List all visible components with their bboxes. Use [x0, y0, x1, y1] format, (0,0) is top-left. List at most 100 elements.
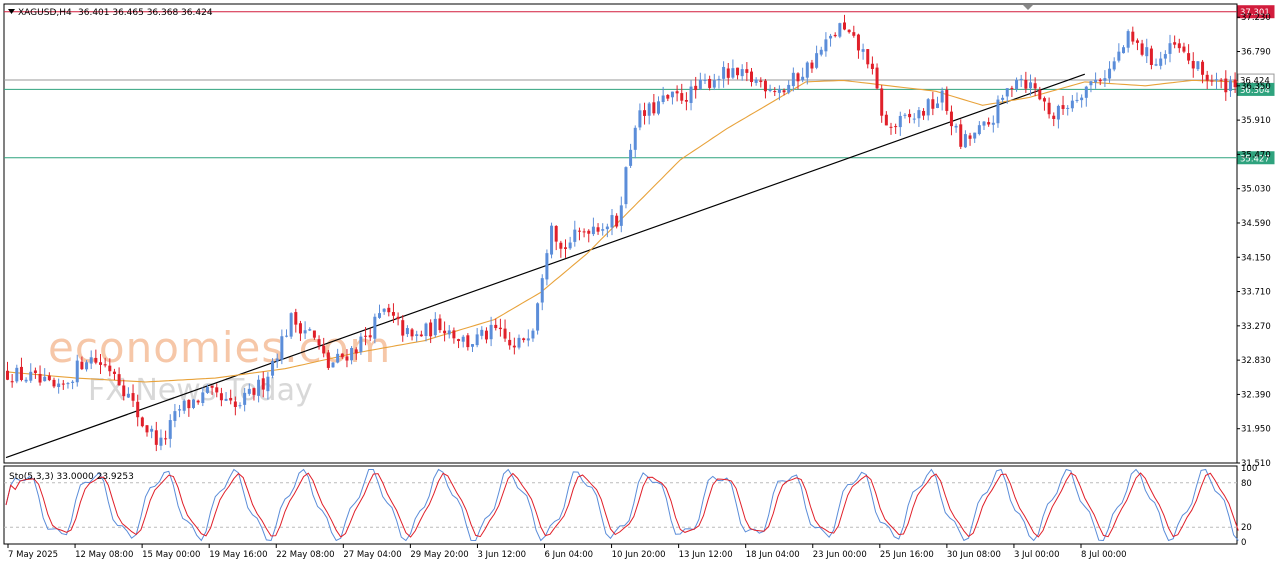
candle-body — [643, 110, 647, 116]
candle-body — [280, 336, 284, 360]
x-tick-label: 23 Jun 00:00 — [813, 550, 867, 560]
candle-body — [19, 366, 23, 380]
candle-body — [457, 339, 461, 342]
candle-body — [224, 398, 228, 401]
candle-body — [1056, 105, 1060, 120]
candle-body — [108, 365, 112, 372]
time-axis: 7 May 2025 12 May 08:00 15 May 00:00 19 May… — [7, 544, 1127, 560]
candle-body — [66, 383, 70, 385]
candle-body — [466, 335, 470, 348]
candle-body — [6, 370, 9, 380]
candle-body — [405, 328, 409, 335]
candle-body — [85, 362, 89, 370]
candle-body — [61, 383, 65, 385]
candle-body — [182, 400, 186, 411]
candle-body — [484, 330, 488, 340]
main-price-chart: economies.com FX News Today XAGUSD,H4 36… — [3, 3, 1242, 464]
candle-body — [866, 49, 870, 65]
horizontal-levels — [4, 11, 1237, 159]
candle-body — [210, 385, 214, 388]
x-tick-label: 15 May 00:00 — [142, 550, 200, 560]
level-label-2: 36.304 — [1240, 86, 1270, 96]
candle-body — [1233, 79, 1237, 88]
candle-body — [587, 230, 591, 234]
candle-body — [266, 376, 270, 392]
candle-body — [856, 34, 860, 51]
candle-body — [763, 80, 767, 92]
candle-body — [498, 327, 502, 330]
level-tag-3 — [1237, 151, 1275, 165]
candle-body — [350, 348, 354, 361]
candle-body — [136, 401, 140, 418]
candle-body — [247, 388, 251, 394]
x-tick-label: 29 May 20:00 — [410, 550, 468, 560]
candle-body — [982, 121, 986, 126]
candle-body — [354, 349, 358, 354]
candle-body — [1112, 61, 1116, 70]
candle-body — [1024, 79, 1028, 89]
y-tick-label: 34.150 — [1241, 253, 1271, 263]
candle-body — [261, 378, 265, 390]
candle-body — [591, 226, 595, 235]
candle-body — [308, 329, 312, 331]
candle-body — [201, 392, 205, 403]
candle-body — [1201, 61, 1205, 75]
x-tick-label: 3 Jul 00:00 — [1014, 550, 1060, 560]
x-tick-label: 12 May 08:00 — [75, 550, 133, 560]
candle-body — [1033, 83, 1037, 89]
x-tick-label: 10 Jun 20:00 — [612, 550, 666, 560]
candle-body — [805, 62, 809, 78]
candle-body — [1010, 87, 1014, 89]
stochastic-panel: Sto(5,3,3) 33.0000 23.9253 100 80 20 0 — [3, 464, 1257, 548]
candle-body — [768, 89, 772, 92]
candle-body — [819, 49, 823, 55]
candle-body — [196, 400, 200, 403]
level-label-0: 37.301 — [1240, 8, 1270, 18]
candle-body — [303, 330, 307, 334]
candle-body — [345, 356, 349, 361]
candle-body — [657, 101, 660, 114]
candle-body — [963, 134, 967, 148]
x-tick-label: 30 Jun 08:00 — [947, 550, 1001, 560]
candle-body — [1149, 48, 1153, 65]
level-tag-2 — [1237, 82, 1275, 96]
candle-body — [187, 399, 191, 409]
candle-body — [52, 379, 56, 387]
candle-body — [624, 167, 628, 205]
candle-body — [605, 226, 609, 230]
stoch-lines — [4, 468, 1239, 542]
candle-body — [922, 110, 926, 116]
candle-body — [936, 103, 939, 109]
candle-body — [540, 278, 544, 303]
candle-body — [1159, 58, 1163, 66]
level-label-1: 36.424 — [1240, 77, 1270, 87]
candle-body — [545, 253, 549, 280]
candle-body — [494, 324, 498, 329]
candle-body — [1191, 60, 1195, 69]
candle-body — [168, 420, 172, 439]
candle-body — [391, 312, 395, 316]
candle-body — [103, 364, 107, 366]
candle-body — [131, 393, 135, 401]
candle-body — [1173, 42, 1177, 45]
stoch-tick-label: 80 — [1241, 479, 1252, 489]
candle-body — [754, 79, 758, 83]
candle-body — [1140, 43, 1144, 55]
candle-body — [815, 53, 819, 68]
candle-body — [666, 94, 670, 99]
candle-body — [331, 362, 335, 368]
shift-marker-icon[interactable] — [1023, 5, 1033, 10]
level-label-3: 35.427 — [1240, 154, 1270, 164]
candle-body — [29, 371, 33, 381]
y-tick-label: 35.030 — [1241, 185, 1271, 195]
candle-body — [410, 329, 414, 337]
candle-body — [736, 67, 740, 76]
candle-body — [619, 205, 623, 226]
x-tick-label: 13 Jun 12:00 — [679, 550, 733, 560]
collapse-arrow-icon[interactable] — [8, 9, 15, 14]
symbol-header: XAGUSD,H4 36.401 36.465 36.368 36.424 — [8, 8, 213, 18]
candle-body — [810, 62, 814, 69]
candle-body — [382, 308, 386, 312]
candle-body — [126, 393, 130, 398]
